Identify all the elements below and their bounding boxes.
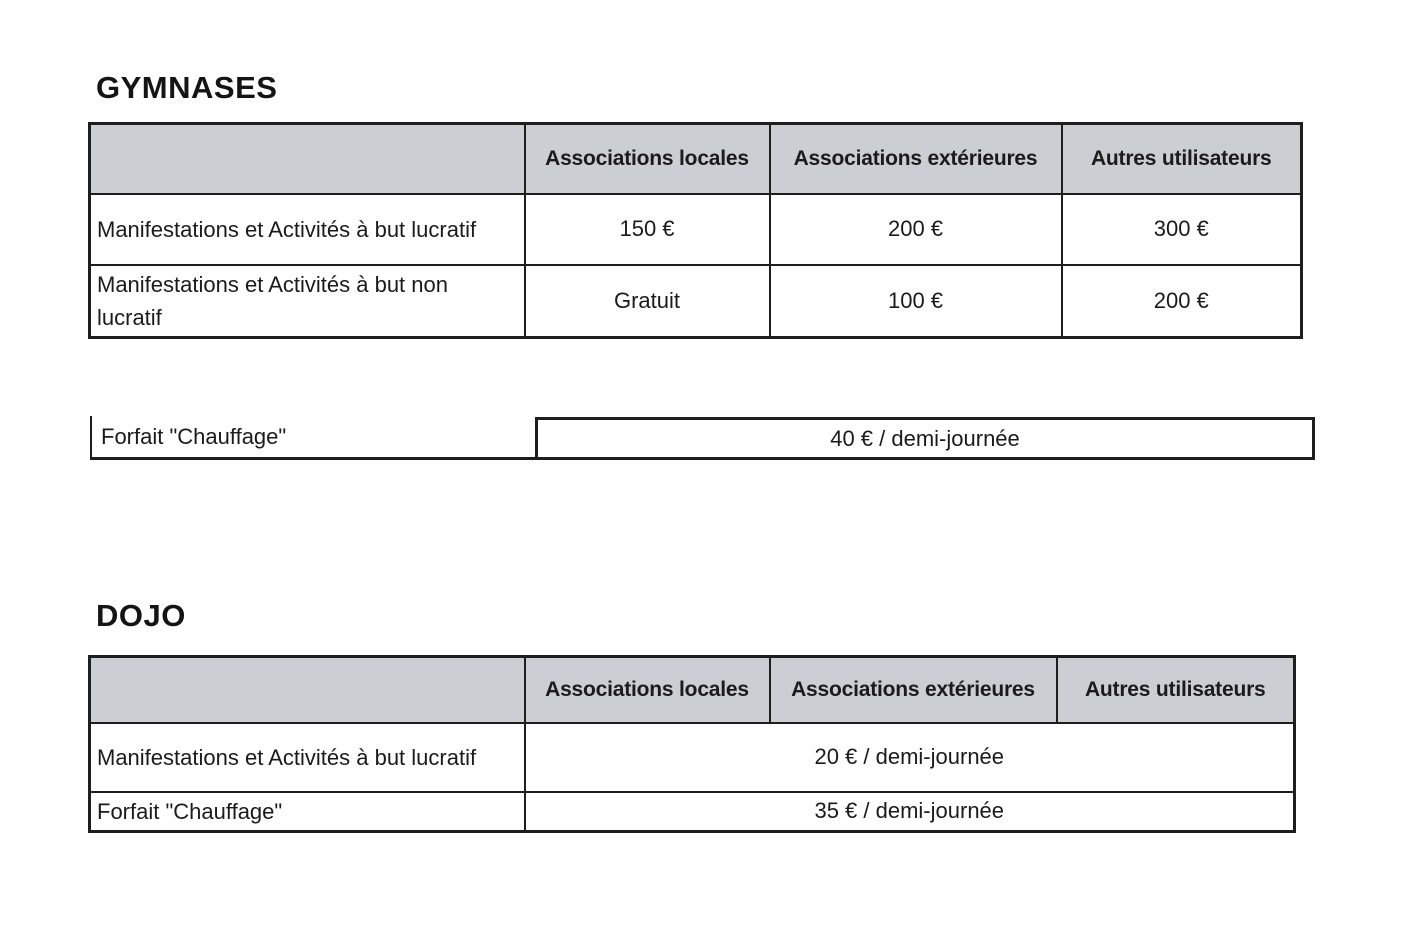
col-header-autres-utilisateurs: Autres utilisateurs bbox=[1055, 655, 1296, 724]
forfait-chauffage-value: 40 € / demi-journée bbox=[830, 425, 1020, 451]
table-row: Manifestations et Activités à but non lu… bbox=[88, 263, 1303, 339]
dojo-pricing-table: Associations locales Associations extéri… bbox=[88, 655, 1296, 833]
price-cell: 200 € bbox=[768, 192, 1063, 266]
row-label-lucratif: Manifestations et Activités à but lucrat… bbox=[88, 721, 526, 793]
price-cell: 150 € bbox=[523, 192, 771, 266]
row-label-lucratif: Manifestations et Activités à but lucrat… bbox=[88, 192, 526, 266]
col-header-associations-locales: Associations locales bbox=[523, 655, 771, 724]
forfait-chauffage-value-cell: 40 € / demi-journée bbox=[535, 417, 1315, 460]
row-label-non-lucratif: Manifestations et Activités à but non lu… bbox=[88, 263, 526, 339]
corner-cell bbox=[88, 122, 526, 195]
table-row: Forfait "Chauffage" 35 € / demi-journée bbox=[88, 790, 1296, 833]
gymnases-pricing-table: Associations locales Associations extéri… bbox=[88, 122, 1303, 339]
corner-cell bbox=[88, 655, 526, 724]
col-header-associations-locales: Associations locales bbox=[523, 122, 771, 195]
section-title-dojo: DOJO bbox=[96, 598, 186, 633]
col-header-autres-utilisateurs: Autres utilisateurs bbox=[1060, 122, 1303, 195]
row-label-forfait-chauffage: Forfait "Chauffage" bbox=[88, 790, 526, 833]
price-cell: 200 € bbox=[1060, 263, 1303, 339]
merged-price-cell: 35 € / demi-journée bbox=[523, 790, 1296, 833]
merged-price-cell: 20 € / demi-journée bbox=[523, 721, 1296, 793]
gymnases-header-row: Associations locales Associations extéri… bbox=[88, 122, 1303, 195]
table-row: Manifestations et Activités à but lucrat… bbox=[88, 192, 1303, 266]
dojo-header-row: Associations locales Associations extéri… bbox=[88, 655, 1296, 724]
forfait-chauffage-label-cell: Forfait "Chauffage" bbox=[90, 416, 535, 460]
price-cell: 300 € bbox=[1060, 192, 1303, 266]
forfait-chauffage-label: Forfait "Chauffage" bbox=[101, 423, 287, 449]
price-cell: 100 € bbox=[768, 263, 1063, 339]
price-cell: Gratuit bbox=[523, 263, 771, 339]
section-title-gymnases: GYMNASES bbox=[96, 70, 278, 105]
col-header-associations-exterieures: Associations extérieures bbox=[768, 122, 1063, 195]
table-row: Manifestations et Activités à but lucrat… bbox=[88, 721, 1296, 793]
col-header-associations-exterieures: Associations extérieures bbox=[768, 655, 1058, 724]
